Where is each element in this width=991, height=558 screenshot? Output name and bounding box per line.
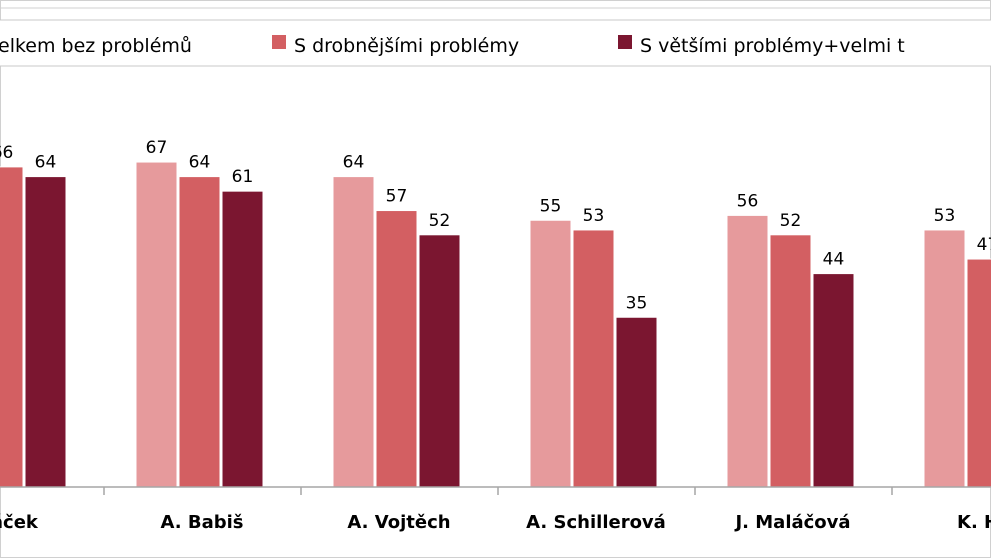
legend-label-1: S drobnějšími problémy — [294, 35, 519, 57]
bar-1-3 — [572, 229, 615, 488]
data-label-2-2: 52 — [429, 211, 451, 231]
bar-0-3 — [529, 219, 572, 488]
data-label-0-2: 64 — [343, 153, 365, 173]
bar-0-5 — [923, 229, 966, 488]
data-label-0-1: 67 — [146, 138, 168, 158]
category-label-2: A. Vojtěch — [347, 512, 450, 533]
x-axis-ticks — [103, 487, 893, 495]
data-label-0-5: 53 — [934, 206, 956, 226]
bar-0-4 — [726, 214, 769, 488]
data-label-1-2: 57 — [386, 187, 408, 207]
bar-1-4 — [769, 234, 812, 488]
data-label-2-3: 35 — [626, 293, 648, 313]
bar-1-1 — [178, 176, 221, 488]
bar-0-1 — [135, 161, 178, 488]
bar-2-1 — [221, 190, 264, 488]
data-label-2-1: 61 — [232, 167, 254, 187]
legend-label-0: elkem bez problémů — [0, 35, 192, 57]
bars-layer — [0, 161, 991, 488]
category-labels: máček A. Babiš A. Vojtěch A. Schillerová J. … — [0, 512, 991, 533]
category-label-1: A. Babiš — [160, 512, 243, 533]
bar-2-0 — [24, 176, 67, 488]
category-label-5: K. Hav — [957, 512, 991, 533]
bar-1-0 — [0, 166, 24, 488]
legend-swatch-2 — [618, 35, 632, 49]
data-label-0-4: 56 — [737, 191, 759, 211]
category-label-0: máček — [0, 512, 39, 533]
bar-1-5 — [966, 258, 991, 488]
legend-swatch-1 — [272, 35, 286, 49]
legend-box — [0, 19, 991, 67]
data-label-2-4: 44 — [823, 250, 845, 270]
category-label-4: J. Maláčová — [733, 512, 850, 533]
data-label-0-3: 55 — [540, 196, 562, 216]
legend: elkem bez problémů S drobnějšími problém… — [0, 19, 991, 67]
category-label-3: A. Schillerová — [526, 512, 666, 533]
data-label-1-1: 64 — [189, 153, 211, 173]
bar-0-2 — [332, 176, 375, 488]
legend-label-2: S většími problémy+velmi t — [640, 35, 905, 57]
data-labels-layer: 66 64 67 64 61 64 57 52 55 53 35 56 52 44 53 47 — [0, 138, 991, 313]
bar-1-2 — [375, 210, 418, 488]
data-label-1-3: 53 — [583, 206, 605, 226]
bar-2-3 — [615, 316, 658, 488]
data-label-1-4: 52 — [780, 211, 802, 231]
data-label-1-5: 47 — [977, 235, 991, 255]
bar-2-2 — [418, 234, 461, 488]
data-label-2-0: 64 — [35, 153, 57, 173]
data-label-1-0: 66 — [0, 143, 13, 163]
bar-2-4 — [812, 273, 855, 488]
